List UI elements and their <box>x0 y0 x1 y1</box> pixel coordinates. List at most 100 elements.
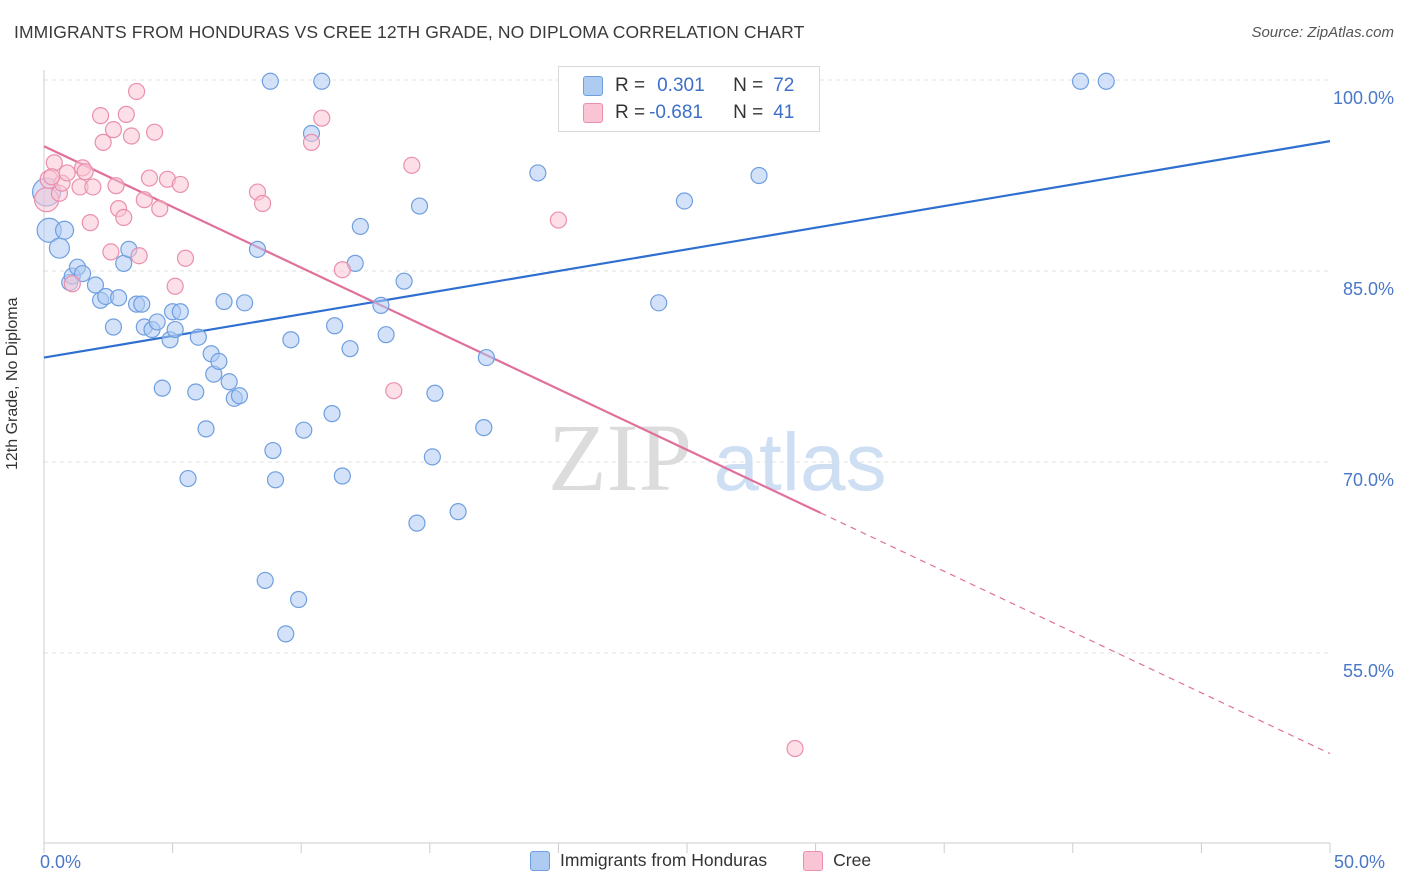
point-honduras-44 <box>290 590 308 609</box>
point-honduras-53 <box>351 217 369 236</box>
watermark-atlas: atlas <box>713 417 886 508</box>
point-honduras-8 <box>86 276 105 294</box>
point-honduras-24 <box>171 303 189 321</box>
grid-lines <box>44 79 1330 654</box>
n-value: 72 <box>773 75 795 96</box>
watermark: ZIP atlas <box>548 404 887 511</box>
r-label: R = <box>615 102 646 123</box>
point-honduras-49 <box>326 317 344 335</box>
point-honduras-65 <box>650 294 668 312</box>
stats-row-honduras: R = 0.301 N = 72 <box>583 75 794 97</box>
point-honduras-23 <box>166 320 184 339</box>
point-cree-24 <box>140 169 159 187</box>
trend-line-1 <box>43 145 822 514</box>
point-honduras-60 <box>426 384 444 402</box>
n-value: 41 <box>773 102 795 123</box>
point-cree-5 <box>58 164 76 182</box>
point-honduras-25 <box>179 469 197 488</box>
point-honduras-19 <box>148 313 166 331</box>
point-honduras-28 <box>197 420 215 438</box>
point-cree-30 <box>176 249 195 267</box>
point-cree-25 <box>145 123 164 141</box>
point-honduras-51 <box>341 340 359 358</box>
point-honduras-36 <box>236 294 254 312</box>
r-value: 0.301 <box>657 75 705 96</box>
point-cree-38 <box>549 211 568 229</box>
point-cree-13 <box>94 133 112 151</box>
legend-label-cree: Cree <box>833 850 872 870</box>
point-honduras-41 <box>266 471 285 489</box>
point-honduras-48 <box>323 405 341 423</box>
point-cree-18 <box>115 208 133 227</box>
point-honduras-38 <box>256 571 274 590</box>
point-honduras-35 <box>230 387 249 405</box>
point-cree-26 <box>151 200 169 218</box>
x-tick-label-1: 50.0% <box>1334 852 1386 872</box>
point-honduras-62 <box>475 419 493 437</box>
point-cree-40 <box>43 168 61 186</box>
point-honduras-40 <box>264 441 282 460</box>
point-honduras-58 <box>410 197 429 215</box>
point-cree-12 <box>91 107 110 125</box>
point-honduras-31 <box>210 352 228 371</box>
point-honduras-12 <box>109 289 128 307</box>
point-cree-39 <box>786 739 804 758</box>
y-tick-label-2: 70.0% <box>1342 470 1394 490</box>
y-tick-label-3: 55.0% <box>1342 661 1394 681</box>
point-honduras-20 <box>153 379 171 397</box>
point-honduras-70 <box>1097 72 1115 90</box>
point-cree-33 <box>302 133 321 151</box>
y-tick-label-0: 100.0% <box>1332 88 1394 108</box>
series-legend: Immigrants from Honduras Cree <box>530 850 907 871</box>
point-honduras-69 <box>1071 72 1090 90</box>
legend-swatch-honduras <box>530 850 550 871</box>
chart-title: IMMIGRANTS FROM HONDURAS VS CREE 12TH GR… <box>14 22 805 42</box>
point-honduras-47 <box>313 72 331 90</box>
point-honduras-33 <box>220 373 238 391</box>
point-cree-6 <box>63 275 81 293</box>
point-honduras-66 <box>675 192 694 210</box>
point-cree-15 <box>104 121 123 139</box>
point-cree-9 <box>76 163 94 181</box>
n-label: N = <box>733 102 764 123</box>
trend-lines <box>43 140 1331 755</box>
r-value: -0.681 <box>649 102 703 123</box>
point-honduras-43 <box>282 331 300 349</box>
data-points <box>31 68 1115 758</box>
point-honduras-16 <box>133 295 151 313</box>
point-honduras-61 <box>449 503 467 521</box>
legend-item-cree[interactable]: Cree <box>803 850 871 871</box>
point-cree-19 <box>117 105 135 123</box>
point-honduras-32 <box>215 292 233 311</box>
point-honduras-55 <box>377 326 395 344</box>
point-cree-10 <box>81 214 99 232</box>
y-tick-label-1: 85.0% <box>1342 279 1394 299</box>
point-honduras-2 <box>48 237 71 259</box>
trend-line-0 <box>43 140 1331 359</box>
point-cree-14 <box>102 243 120 261</box>
point-honduras-45 <box>295 421 313 439</box>
point-honduras-59 <box>423 448 441 466</box>
point-cree-29 <box>171 175 189 194</box>
stats-swatch-honduras <box>583 76 603 96</box>
point-honduras-3 <box>54 220 75 240</box>
point-cree-21 <box>127 82 146 101</box>
point-cree-28 <box>166 277 184 295</box>
point-honduras-39 <box>261 72 279 90</box>
point-honduras-67 <box>750 166 768 185</box>
point-cree-22 <box>130 247 148 265</box>
point-honduras-42 <box>277 625 295 643</box>
legend-label-honduras: Immigrants from Honduras <box>560 850 768 870</box>
trend-line-extension-1 <box>820 512 1331 755</box>
point-honduras-7 <box>73 264 92 283</box>
legend-item-honduras[interactable]: Immigrants from Honduras <box>530 850 767 871</box>
point-cree-34 <box>313 109 331 127</box>
r-label: R = <box>615 75 646 96</box>
stats-row-cree: R = -0.681 N = 41 <box>583 102 794 124</box>
stats-legend: R = 0.301 N = 72 R = -0.681 N = 41 <box>558 66 820 132</box>
point-honduras-57 <box>408 514 426 532</box>
point-honduras-56 <box>395 272 413 290</box>
watermark-zip: ZIP <box>548 404 692 511</box>
point-cree-16 <box>107 177 125 195</box>
